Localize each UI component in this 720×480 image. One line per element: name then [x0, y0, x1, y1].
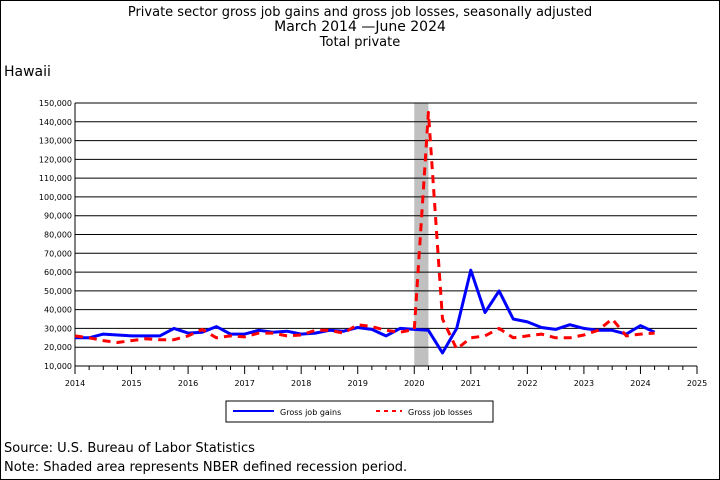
- x-tick-label: 2016: [178, 379, 198, 388]
- y-tick-label: 10,000: [44, 362, 72, 371]
- x-tick-label: 2014: [65, 379, 85, 388]
- y-tick-label: 40,000: [44, 306, 72, 315]
- y-tick-label: 70,000: [44, 249, 72, 258]
- x-tick-label: 2023: [574, 379, 594, 388]
- x-tick-label: 2021: [461, 379, 481, 388]
- y-tick-label: 80,000: [44, 231, 72, 240]
- y-tick-label: 90,000: [44, 212, 72, 221]
- x-tick-label: 2020: [404, 379, 424, 388]
- x-tick-label: 2025: [687, 379, 707, 388]
- chart-subtitle: March 2014 —June 2024: [274, 19, 446, 35]
- y-tick-label: 30,000: [44, 324, 72, 333]
- x-tick-label: 2022: [517, 379, 537, 388]
- series-line-gains: [75, 268, 656, 355]
- y-tick-label: 120,000: [39, 155, 72, 164]
- x-tick-label: 2019: [348, 379, 368, 388]
- x-tick-label: 2015: [121, 379, 141, 388]
- legend-label-gains: Gross job gains: [280, 408, 341, 417]
- y-tick-label: 130,000: [39, 137, 72, 146]
- region-label: Hawaii: [4, 64, 51, 80]
- x-tick-label: 2018: [291, 379, 311, 388]
- legend-label-losses: Gross job losses: [408, 408, 472, 417]
- y-tick-label: 150,000: [39, 99, 72, 108]
- y-tick-label: 100,000: [39, 193, 72, 202]
- chart-title: Private sector gross job gains and gross…: [127, 5, 593, 20]
- legend-box: [225, 400, 494, 423]
- y-tick-label: 140,000: [39, 118, 72, 127]
- y-tick-label: 60,000: [44, 268, 72, 277]
- source-note: Source: U.S. Bureau of Labor Statistics: [4, 441, 255, 456]
- chart-series-label: Total private: [319, 35, 401, 50]
- recession-note: Note: Shaded area represents NBER define…: [4, 460, 408, 475]
- x-tick-label: 2017: [234, 379, 254, 388]
- y-tick-label: 110,000: [39, 174, 72, 183]
- x-tick-label: 2024: [630, 379, 650, 388]
- y-tick-label: 50,000: [44, 287, 72, 296]
- series-line-losses: [74, 110, 655, 351]
- y-tick-label: 20,000: [44, 343, 72, 352]
- chart-header: Private sector gross job gains and gross…: [0, 5, 720, 50]
